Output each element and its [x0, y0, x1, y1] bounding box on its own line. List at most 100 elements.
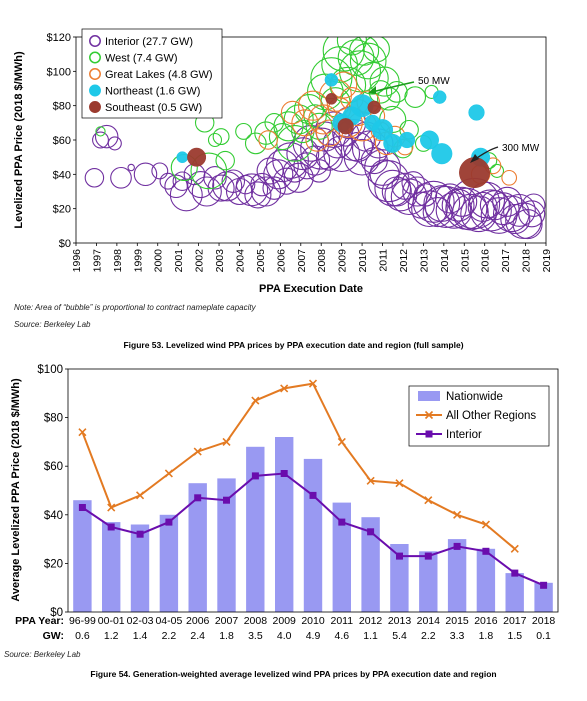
- other-regions-line: [81, 382, 516, 550]
- other-regions-marker: [510, 544, 519, 553]
- interior-marker: [482, 547, 490, 555]
- gw-label: 4.0: [277, 630, 292, 642]
- bubble-interior: [263, 159, 294, 190]
- nationwide-bars: [73, 437, 553, 613]
- category-label: 2010: [301, 615, 325, 627]
- gw-label: 1.8: [219, 630, 234, 642]
- legend-label: Interior: [446, 429, 482, 441]
- category-label: 2007: [215, 615, 239, 627]
- category-label: 2008: [244, 615, 268, 627]
- bubble-interior: [187, 171, 215, 199]
- category-label: 2009: [273, 615, 297, 627]
- bubble-west: [489, 163, 505, 178]
- legend-marker-southeast: [89, 101, 101, 113]
- legend-label: Nationwide: [446, 391, 503, 403]
- legend-entries-2: Nationwide All Other Regions Interior: [416, 391, 536, 441]
- bubble-interior: [250, 172, 274, 197]
- gw-label: 1.2: [104, 630, 119, 642]
- bubble-west: [264, 113, 284, 133]
- bubble-interior: [92, 131, 109, 149]
- category-label: 2016: [474, 615, 498, 627]
- source-note-2: Source: Berkeley Lab: [4, 650, 81, 659]
- category-label: 2006: [186, 615, 210, 627]
- bubble-west: [254, 121, 278, 145]
- bubble-layer: [84, 37, 546, 240]
- bubble-northeast: [468, 104, 485, 121]
- bubble-west: [355, 61, 389, 95]
- x-tick-label: 2019: [541, 249, 553, 273]
- nationwide-bar: [505, 573, 524, 612]
- bubble-interior: [191, 176, 222, 207]
- interior-marker: [540, 581, 548, 589]
- x-tick-label: 2000: [153, 249, 165, 273]
- bubble-west: [385, 81, 408, 103]
- bubble-interior: [381, 176, 412, 207]
- x-tick-label: 1997: [91, 249, 103, 273]
- x-tick-label: 2009: [337, 249, 349, 273]
- x-tick-label: 2011: [378, 249, 390, 272]
- category-label: 2014: [417, 615, 441, 627]
- bubble-west: [404, 86, 427, 108]
- bubble-west: [95, 126, 106, 137]
- bubble-west: [215, 150, 235, 171]
- bubble-interior: [286, 137, 320, 171]
- y-tick-label: $40: [44, 510, 63, 522]
- bubble-interior: [424, 185, 467, 228]
- interior-marker: [367, 528, 375, 536]
- nationwide-bar: [102, 522, 121, 612]
- bubble-great-lakes: [291, 109, 319, 137]
- interior-marker: [78, 504, 86, 511]
- category-label: 2015: [445, 615, 469, 627]
- nationwide-bar: [217, 478, 236, 612]
- bubble-west: [321, 46, 358, 83]
- y-tick-label: $60: [53, 135, 71, 147]
- bubble-interior: [244, 181, 272, 209]
- bubble-interior: [460, 195, 497, 233]
- gw-label: 3.5: [248, 630, 263, 642]
- x-tick-label: 2003: [214, 249, 226, 273]
- bubble-great-lakes: [258, 130, 278, 150]
- gw-label: 1.5: [507, 630, 522, 642]
- gw-label: 4.6: [334, 630, 349, 642]
- other-regions-marker: [337, 437, 346, 446]
- gw-label: 3.3: [450, 630, 465, 642]
- x-tick-label: 2014: [439, 249, 451, 273]
- other-regions-marker: [308, 379, 318, 388]
- x-tick-label: 1999: [132, 249, 144, 273]
- x-tick-label: 2016: [480, 249, 492, 273]
- bubble-northeast: [176, 151, 189, 164]
- x-tick-label: 2010: [357, 249, 369, 273]
- x-tick-label: 2001: [173, 249, 185, 273]
- y-tick-label: $120: [47, 32, 71, 44]
- nationwide-bar: [419, 551, 438, 613]
- bubble-interior: [203, 166, 227, 190]
- bubble-interior: [384, 178, 418, 212]
- other-regions-marker: [107, 503, 116, 512]
- interior-marker: [194, 494, 202, 502]
- gw-label: 2.4: [190, 630, 205, 642]
- bubble-west: [207, 132, 223, 148]
- nationwide-bar: [130, 524, 150, 612]
- annotation-label-50mw: 50 MW: [418, 76, 450, 87]
- bubble-interior: [127, 163, 135, 172]
- x-axis-ticks: 1996 1997 1998 1999 2000 2001 2002 2003 2004 2005…: [71, 243, 553, 272]
- other-regions-marker: [481, 520, 491, 529]
- bubble-west: [212, 128, 230, 146]
- y-axis-title-2: Average Levelized PPA Price (2018 $/MWh): [10, 378, 22, 602]
- other-regions-marker: [78, 428, 87, 437]
- other-regions-marker: [453, 510, 462, 519]
- legend-label: Great Lakes (4.8 GW): [105, 69, 213, 81]
- legend-marker-interior: [89, 35, 101, 47]
- bubble-northeast: [420, 130, 439, 150]
- x-tick-label: 2012: [398, 249, 410, 273]
- category-label: 2012: [359, 615, 383, 627]
- legend-label: Northeast (1.6 GW): [105, 86, 200, 98]
- other-regions-marker: [135, 491, 145, 500]
- x-axis-categories: 96-99 0.6 00-01 1.2 02-03 1.4 04-05 2.2 2006 2.4 2…: [69, 615, 555, 642]
- arrowhead-300mw: [470, 154, 479, 163]
- x-tick-label: 2005: [255, 249, 267, 273]
- bubble-northeast: [371, 119, 394, 141]
- x-tick-label: 1998: [112, 249, 124, 273]
- bubble-interior: [447, 186, 478, 217]
- bubble-northeast: [383, 133, 403, 153]
